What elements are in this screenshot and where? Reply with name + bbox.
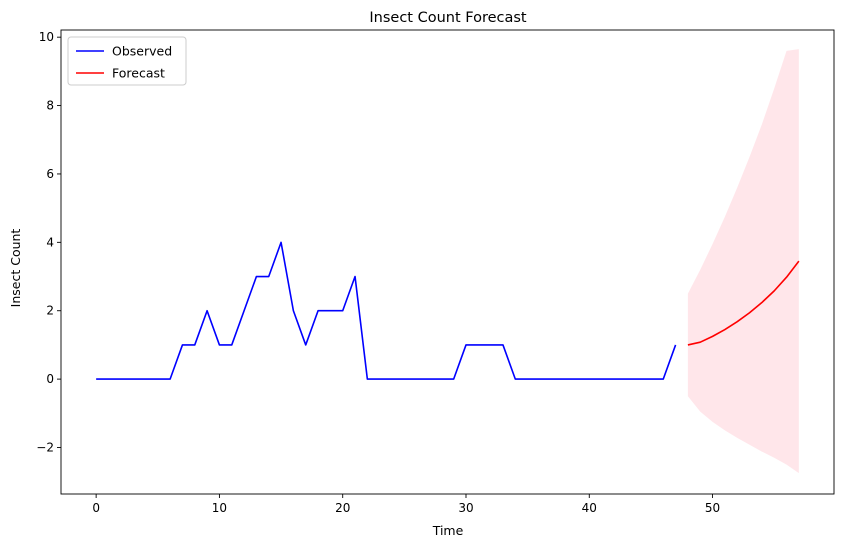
- y-tick-label: 6: [46, 167, 54, 181]
- series-line-observed: [96, 241, 677, 380]
- x-tick-label: 20: [335, 501, 350, 515]
- y-tick-label: 0: [46, 372, 54, 386]
- legend-label-observed: Observed: [112, 44, 172, 59]
- y-tick-label: 4: [46, 235, 54, 249]
- y-axis-label: Insect Count: [8, 229, 23, 308]
- x-tick-label: 10: [212, 501, 227, 515]
- plot-area: 0 10 20 30 40 50 −2 0 2 4 6 8 10: [36, 29, 835, 515]
- series-line-forecast: [687, 260, 800, 346]
- x-tick-label: 40: [582, 501, 597, 515]
- x-tick-label: 0: [92, 501, 100, 515]
- chart-title: Insect Count Forecast: [369, 10, 527, 26]
- x-tick-label: 30: [458, 501, 473, 515]
- x-axis-label: Time: [432, 523, 464, 538]
- y-tick-label: 10: [39, 30, 54, 44]
- confidence-band: [687, 49, 799, 474]
- plot-frame: [60, 29, 835, 495]
- legend-label-forecast: Forecast: [112, 66, 165, 81]
- y-tick-label: 2: [46, 304, 54, 318]
- x-tick-label: 50: [705, 501, 720, 515]
- y-tick-label: 8: [46, 99, 54, 113]
- y-tick-label: −2: [36, 440, 54, 454]
- legend: Observed Forecast: [67, 36, 187, 86]
